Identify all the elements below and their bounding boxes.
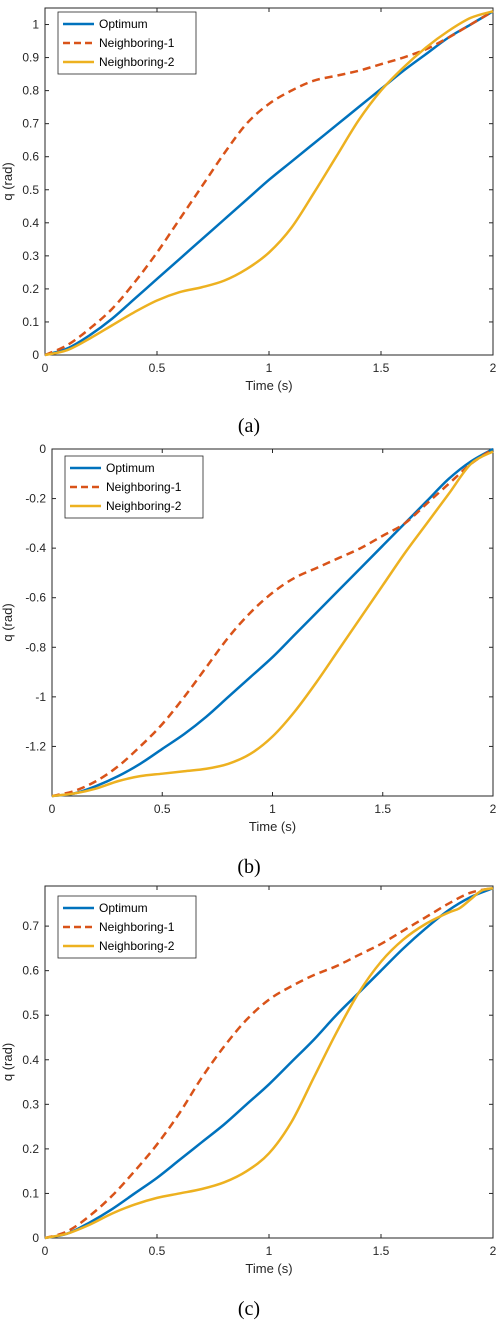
y-tick-label: 0.5 <box>22 183 39 197</box>
y-tick-label: 0.5 <box>22 1008 39 1022</box>
x-tick-label: 2 <box>490 802 497 816</box>
legend-entry: Neighboring-1 <box>106 480 182 494</box>
y-tick-label: 0.1 <box>22 315 39 329</box>
y-tick-label: 0.6 <box>22 964 39 978</box>
legend-entry: Neighboring-2 <box>106 499 182 513</box>
y-tick-label: 0.8 <box>22 84 39 98</box>
legend: Optimum Neighboring-1 Neighboring-2 <box>57 895 197 959</box>
legend-entry: Optimum <box>106 461 155 475</box>
x-tick-label: 1.5 <box>374 802 391 816</box>
series-line-neighboring-2 <box>51 450 494 798</box>
legend-entry: Neighboring-2 <box>99 55 175 69</box>
y-tick-label: 0.2 <box>22 1142 39 1156</box>
y-tick-label: 0.2 <box>22 282 39 296</box>
y-tick-label: -0.6 <box>25 591 46 605</box>
x-tick-label: 1.5 <box>373 1244 390 1258</box>
x-tick-label: 0 <box>42 361 49 375</box>
y-axis-label: q (rad) <box>0 162 15 200</box>
legend-entry: Optimum <box>99 17 148 31</box>
x-tick-label: 0.5 <box>149 1244 166 1258</box>
y-tick-label: 0.3 <box>22 1097 39 1111</box>
y-tick-label: 0.7 <box>22 919 39 933</box>
y-tick-label: 0.1 <box>22 1186 39 1200</box>
y-tick-label: -0.2 <box>25 492 46 506</box>
y-tick-label: 0 <box>32 1231 39 1245</box>
y-tick-label: 0 <box>39 442 46 456</box>
series-line-neighboring-1 <box>51 447 494 798</box>
legend-entry: Neighboring-1 <box>99 36 175 50</box>
y-tick-label: -0.4 <box>25 541 46 555</box>
series-line-optimum <box>44 10 494 357</box>
series-line-neighboring-2 <box>44 886 494 1240</box>
y-tick-label: 0.4 <box>22 1053 39 1067</box>
x-tick-label: 0.5 <box>149 361 166 375</box>
y-tick-label: -1.2 <box>25 739 46 753</box>
y-tick-label: -1 <box>35 690 46 704</box>
panel-caption: (c) <box>238 1298 260 1320</box>
x-tick-label: 2 <box>490 1244 497 1258</box>
series-line-neighboring-2 <box>44 10 494 357</box>
y-tick-label: 0.3 <box>22 249 39 263</box>
x-tick-label: 0 <box>49 802 56 816</box>
x-axis-label: Time (s) <box>245 1261 292 1276</box>
panel-caption: (b) <box>237 856 260 878</box>
legend: Optimum Neighboring-1 Neighboring-2 <box>57 11 197 75</box>
y-tick-label: 0.4 <box>22 216 39 230</box>
legend-entry: Neighboring-1 <box>99 920 175 934</box>
legend: Optimum Neighboring-1 Neighboring-2 <box>64 455 204 519</box>
panel-caption: (a) <box>238 415 260 437</box>
series-line-optimum <box>51 447 494 798</box>
x-axis-label: Time (s) <box>245 378 292 393</box>
x-tick-label: 0 <box>42 1244 49 1258</box>
x-axis-label: Time (s) <box>249 819 296 834</box>
chart-panel-1: 0 0.5 1 1.5 2 0 0.1 0.2 0.3 0.4 0.5 0.6 0.7 0.8 0.9 1 Ti… <box>0 7 497 437</box>
x-tick-label: 2 <box>490 361 497 375</box>
y-tick-label: 0 <box>32 348 39 362</box>
y-tick-label: 1 <box>32 18 39 32</box>
y-axis-label: q (rad) <box>0 1043 15 1081</box>
x-tick-label: 1 <box>266 361 273 375</box>
x-tick-label: 1 <box>266 1244 273 1258</box>
legend-entry: Optimum <box>99 901 148 915</box>
series-line-neighboring-1 <box>44 887 494 1240</box>
x-tick-label: 0.5 <box>154 802 171 816</box>
y-tick-label: 0.6 <box>22 150 39 164</box>
legend-entry: Neighboring-2 <box>99 939 175 953</box>
y-axis-label: q (rad) <box>0 603 15 641</box>
y-tick-label: 0.9 <box>22 51 39 65</box>
series-line-optimum <box>44 887 494 1240</box>
y-tick-label: 0.7 <box>22 117 39 131</box>
x-tick-label: 1.5 <box>373 361 390 375</box>
chart-panel-3: 0 0.5 1 1.5 2 0 0.1 0.2 0.3 0.4 0.5 0.6 0.7 Time (s) q… <box>0 885 497 1320</box>
chart-panel-2: 0 0.5 1 1.5 2 -1.2 -1 -0.8 -0.6 -0.4 -0.2 0 Time (s)… <box>0 442 497 878</box>
y-tick-label: -0.8 <box>25 640 46 654</box>
x-tick-label: 1 <box>269 802 276 816</box>
